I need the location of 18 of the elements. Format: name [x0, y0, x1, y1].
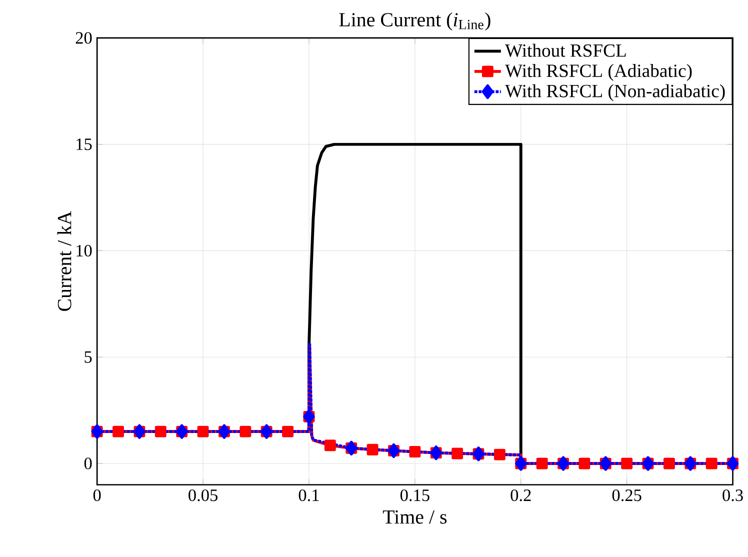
- x-tick-label: 0: [93, 490, 101, 502]
- y-tick-label: 5: [84, 352, 92, 364]
- y-tick-label: 15: [76, 138, 92, 150]
- chart-title: Line Current (i$_{Line}$): [339, 12, 490, 31]
- y-tick-label: 10: [76, 245, 92, 257]
- x-tick-label: 0.1: [298, 490, 319, 502]
- y-tick-label: 20: [76, 32, 92, 44]
- legend-label: Without RSFCL: [505, 44, 626, 58]
- y-tick-label: 0: [84, 458, 92, 470]
- legend-label: With RSFCL (Adiabatic): [505, 64, 692, 82]
- x-tick-label: 0.2: [510, 490, 531, 502]
- legend-label: With RSFCL (Non-adiabatic): [505, 84, 725, 102]
- y-axis-title: Current / kA: [57, 211, 72, 312]
- x-tick-label: 0.15: [400, 490, 430, 502]
- x-tick-label: 0.25: [612, 490, 642, 502]
- x-tick-label: 0.05: [188, 490, 218, 502]
- x-tick-label: 0.3: [722, 490, 743, 502]
- x-axis-title: Time / s: [382, 510, 447, 524]
